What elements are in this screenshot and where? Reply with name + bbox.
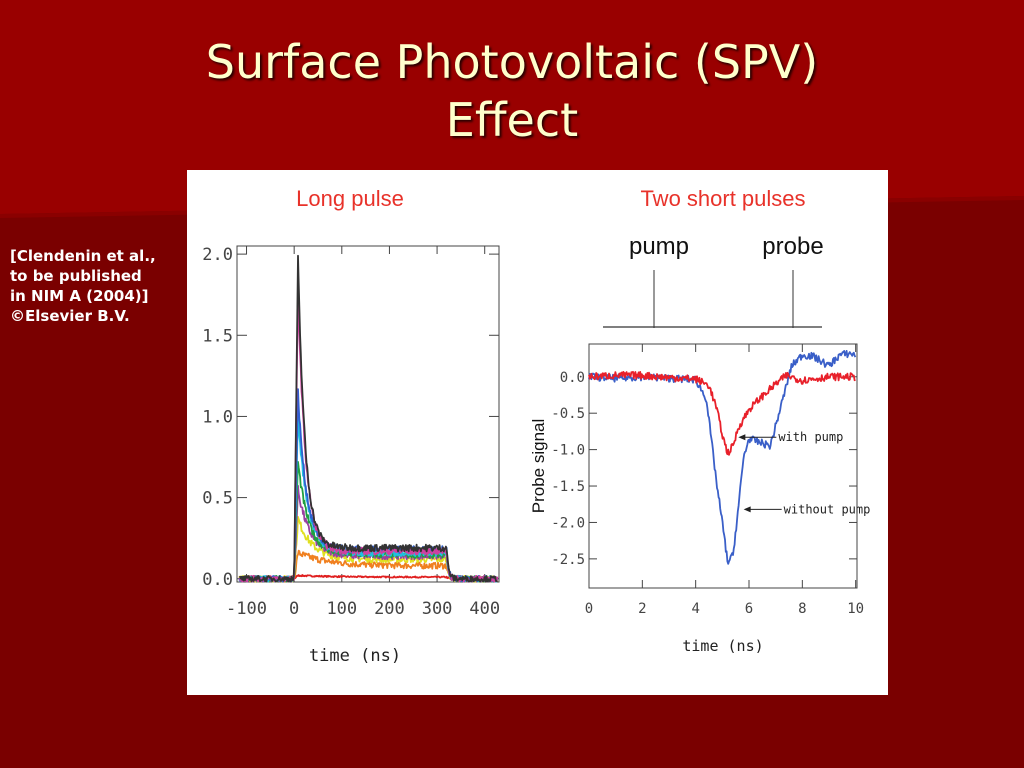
long-pulse-plot-frame [236, 245, 500, 583]
figure-panel: Long pulse time (ns) 0.0 0.5 1.0 1.5 2.0 -100… [187, 170, 888, 695]
long-pulse-xtick-label: 0 [289, 599, 299, 619]
annotation-label: with pump [778, 430, 843, 444]
long-pulse-ytick-label: 0.0 [202, 570, 233, 590]
short-pulses-xtick-label: 4 [691, 601, 699, 617]
short-pulses-xtick-label: 10 [847, 601, 864, 617]
probe-label: probe [762, 233, 823, 260]
citation: [Clendenin et al., to be published in NI… [10, 246, 190, 326]
annotation-arrowhead [743, 506, 751, 513]
short-pulses-ytick-label: 0.0 [560, 370, 585, 386]
citation-line-1: [Clendenin et al., [10, 247, 156, 265]
long-pulse-xlabel: time (ns) [309, 646, 401, 666]
short-pulses-ylabel: Probe signal [529, 419, 548, 514]
annotation-arrowhead [738, 434, 746, 441]
short-pulses-xtick-label: 2 [638, 601, 646, 617]
long-pulse-title: Long pulse [296, 186, 404, 211]
short-pulses-ytick-label: -0.5 [551, 406, 585, 422]
long-pulse-xtick-label: 100 [326, 599, 357, 619]
annotation-label: without pump [784, 502, 871, 516]
long-pulse-xtick-label: 400 [469, 599, 500, 619]
figure-svg: Long pulse time (ns) 0.0 0.5 1.0 1.5 2.0 -100… [202, 186, 871, 666]
long-pulse-ytick-label: 2.0 [202, 245, 233, 265]
long-pulse-ytick-label: 1.5 [202, 326, 233, 346]
long-pulse-xtick-label: 300 [422, 599, 453, 619]
short-pulses-ytick-label: -2.0 [551, 515, 585, 531]
long-pulse-trace [238, 289, 499, 583]
short-pulses-trace [588, 350, 857, 565]
slide-title-line-1: Surface Photovoltaic (SPV) [205, 35, 819, 89]
short-pulses-xtick-label: 8 [798, 601, 806, 617]
citation-line-2: to be published [10, 267, 142, 285]
short-pulses-ytick-label: -1.0 [551, 443, 585, 459]
short-pulses-xtick-label: 6 [745, 601, 753, 617]
pump-label: pump [629, 233, 689, 260]
long-pulse-xtick-label: -100 [226, 599, 267, 619]
long-pulse-ytick-label: 1.0 [202, 407, 233, 427]
short-pulses-ytick-label: -2.5 [551, 552, 585, 568]
slide-title: Surface Photovoltaic (SPV) Effect [0, 33, 1024, 149]
short-pulses-title: Two short pulses [640, 186, 805, 211]
slide-title-line-2: Effect [445, 93, 579, 147]
long-pulse-xtick-label: 200 [374, 599, 405, 619]
citation-line-3: in NIM A (2004)] [10, 287, 149, 305]
short-pulses-plot-frame [588, 343, 858, 589]
citation-line-4: ©Elsevier B.V. [10, 307, 130, 325]
long-pulse-trace [238, 484, 498, 583]
long-pulse-ytick-label: 0.5 [202, 489, 233, 509]
long-pulse-trace [239, 254, 498, 583]
short-pulses-xtick-label: 0 [585, 601, 593, 617]
short-pulses-xlabel: time (ns) [682, 637, 763, 655]
short-pulses-ytick-label: -1.5 [551, 479, 585, 495]
short-pulses-trace [588, 370, 856, 456]
